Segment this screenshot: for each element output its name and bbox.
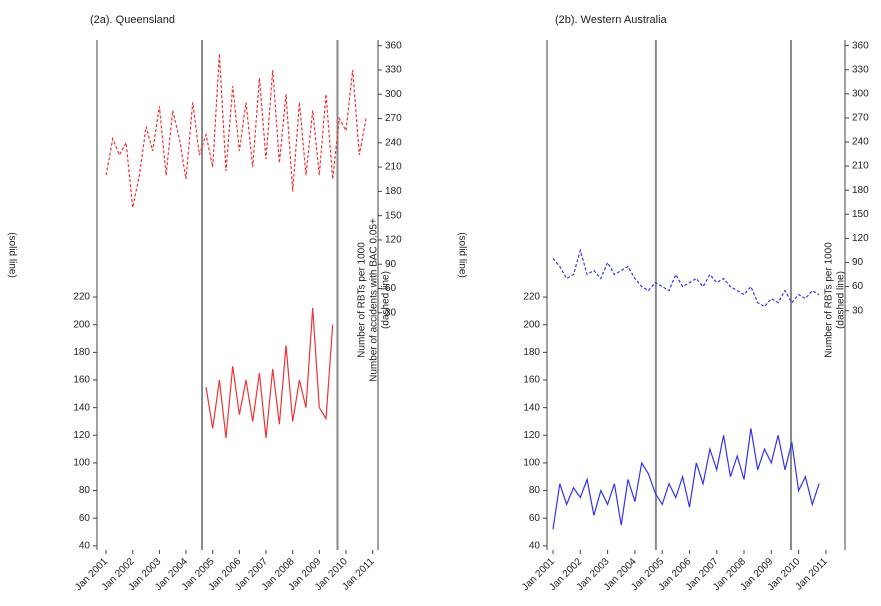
y-tick-label: 220 xyxy=(73,292,90,303)
y-tick-label: 180 xyxy=(523,347,540,358)
panel: (2b). Western Australia 40 60 80 100 120 140 16… xyxy=(456,14,869,593)
y2-tick-label: 180 xyxy=(852,185,869,196)
series-line xyxy=(552,428,820,530)
y2-axis-label: (dashed line) xyxy=(836,271,847,329)
y-tick-label: 140 xyxy=(73,402,90,413)
y2-tick-label: 210 xyxy=(385,162,402,173)
y2-tick-label: 300 xyxy=(385,89,402,100)
y-tick-label: 200 xyxy=(73,319,90,330)
y2-axis-label: Number of accidents with BAC 0.05+ xyxy=(369,218,380,382)
chart-title: (2b). Western Australia xyxy=(555,14,668,26)
y-tick-label: 200 xyxy=(523,319,540,330)
y-tick-label: 220 xyxy=(523,292,540,303)
y-tick-label: 80 xyxy=(79,485,91,496)
y2-tick-label: 90 xyxy=(385,259,397,270)
y2-tick-label: 330 xyxy=(385,65,402,76)
y2-tick-label: 360 xyxy=(852,40,869,51)
y2-tick-label: 210 xyxy=(852,161,869,172)
y2-tick-label: 60 xyxy=(385,283,397,294)
y2-tick-label: 120 xyxy=(852,233,869,244)
y2-axis-label: Number of RBTs per 1000 xyxy=(824,242,835,358)
series-line xyxy=(205,308,334,439)
y2-tick-label: 180 xyxy=(385,186,402,197)
y2-axis-label: (dashed line) xyxy=(381,271,392,329)
y2-tick-label: 60 xyxy=(852,281,864,292)
y2-tick-label: 270 xyxy=(385,113,402,124)
y2-tick-label: 30 xyxy=(852,305,864,316)
y-tick-label: 40 xyxy=(529,540,541,551)
y-tick-label: 100 xyxy=(73,458,90,469)
panel: (2a). Queensland 40 60 80 100 120 140 160 180 200… xyxy=(6,14,402,593)
y2-tick-label: 360 xyxy=(385,40,402,51)
y-tick-label: 180 xyxy=(73,347,90,358)
y2-tick-label: 150 xyxy=(385,210,402,221)
y-tick-label: 140 xyxy=(523,402,540,413)
y-tick-label: 160 xyxy=(523,375,540,386)
y-tick-label: 120 xyxy=(523,430,540,441)
y-tick-label: 60 xyxy=(529,513,541,524)
y2-axis-label: Number of RBTs per 1000 xyxy=(357,242,368,358)
y-tick-label: 40 xyxy=(79,540,91,551)
y-tick-label: 60 xyxy=(79,513,91,524)
chart-title: (2a). Queensland xyxy=(90,14,175,26)
y-axis-label: (solid line) xyxy=(6,232,17,278)
y2-tick-label: 330 xyxy=(852,64,869,75)
y2-tick-label: 120 xyxy=(385,235,402,246)
series-line xyxy=(105,53,367,208)
y2-tick-label: 240 xyxy=(385,137,402,148)
y2-tick-label: 90 xyxy=(852,257,864,268)
y2-tick-label: 270 xyxy=(852,113,869,124)
y-tick-label: 120 xyxy=(73,430,90,441)
y2-tick-label: 30 xyxy=(385,307,397,318)
series-line xyxy=(552,248,820,308)
y-tick-label: 100 xyxy=(523,458,540,469)
y2-tick-label: 240 xyxy=(852,137,869,148)
y-tick-label: 80 xyxy=(529,485,541,496)
y-axis-label: (solid line) xyxy=(456,232,467,278)
y-tick-label: 160 xyxy=(73,375,90,386)
y2-tick-label: 150 xyxy=(852,209,869,220)
y2-tick-label: 300 xyxy=(852,88,869,99)
